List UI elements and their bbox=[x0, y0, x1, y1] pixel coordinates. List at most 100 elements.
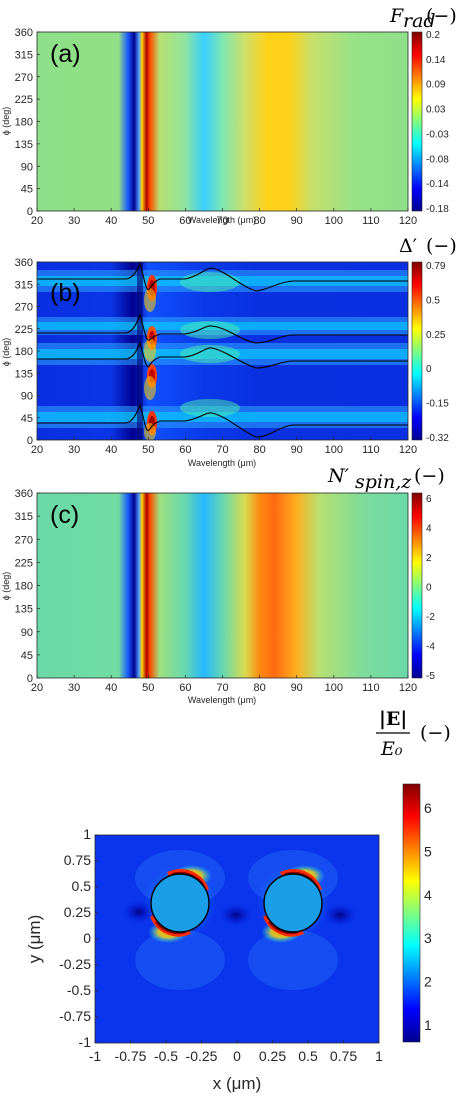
x-tick-label: 60 bbox=[179, 444, 191, 456]
y-tick-label: 360 bbox=[15, 27, 33, 39]
y-tick-label: 0 bbox=[27, 435, 33, 447]
y-tick-label: 225 bbox=[15, 94, 33, 106]
panel-b-bands bbox=[37, 262, 408, 440]
x-tick-label: 100 bbox=[325, 682, 343, 694]
x-tick-label: 70 bbox=[216, 444, 228, 456]
colorbar-tick-label: 6 bbox=[424, 800, 432, 816]
y-tick-label: 360 bbox=[15, 257, 33, 269]
x-tick-label: 70 bbox=[216, 215, 228, 227]
y-tick-label: 45 bbox=[21, 650, 33, 662]
panel-d-colorbar bbox=[402, 783, 421, 1043]
y-tick-label: -0.25 bbox=[59, 956, 91, 972]
x-tick-label: 60 bbox=[179, 682, 191, 694]
panel-c-xticks: 20 30 40 50 60 70 80 90 100 110 120 bbox=[31, 675, 417, 694]
panel-c: 20 30 40 50 60 70 80 90 100 110 120 04590135180225… bbox=[1, 465, 445, 705]
panel-a-ylabel: ϕ (deg) bbox=[1, 107, 11, 136]
colorbar-tick-label: -4 bbox=[426, 642, 435, 653]
cb-c-unit: (−) bbox=[414, 465, 445, 487]
panel-c-colorbar bbox=[411, 492, 423, 679]
colorbar-tick-label: -0.32 bbox=[426, 433, 449, 444]
colorbar-tick-label: -0.14 bbox=[426, 179, 449, 190]
colorbar-tick-label: 0.09 bbox=[426, 80, 446, 91]
panel-c-xlabel: Wavelength (μm) bbox=[188, 695, 256, 705]
panel-b-colorbar-ticks: 0.79 0.5 0.25 0 -0.15 -0.32 bbox=[426, 261, 449, 444]
x-tick-label: 90 bbox=[291, 215, 303, 227]
y-tick-label: 180 bbox=[15, 346, 33, 358]
colorbar-tick-label: 3 bbox=[424, 930, 432, 946]
x-tick-label: 120 bbox=[399, 444, 417, 456]
panel-b-xticks: 20 30 40 50 60 70 80 90 100 110 120 bbox=[31, 437, 417, 456]
cb-a-subscript: rad bbox=[403, 10, 436, 32]
x-tick-label: 90 bbox=[291, 682, 303, 694]
contour-line bbox=[37, 313, 408, 344]
y-tick-label: 0 bbox=[27, 673, 33, 685]
x-tick-label: 80 bbox=[253, 682, 265, 694]
y-tick-label: 270 bbox=[15, 534, 33, 546]
y-tick-label: 135 bbox=[15, 368, 33, 380]
panel-a: 20 30 40 50 60 70 80 90 100 110 120 0 45 90 135 180 225… bbox=[1, 5, 457, 227]
x-tick-label: 120 bbox=[399, 682, 417, 694]
x-tick-label: -0.75 bbox=[115, 1048, 147, 1064]
x-tick-label: 50 bbox=[142, 444, 154, 456]
panel-b-contours bbox=[37, 262, 408, 438]
y-tick-label: 135 bbox=[15, 139, 33, 151]
cb-d-denominator: E₀ bbox=[380, 738, 403, 760]
colorbar-tick-label: 0.2 bbox=[426, 30, 440, 41]
contour-line bbox=[37, 262, 408, 292]
cb-a-symbol: F bbox=[389, 5, 404, 27]
contour-line bbox=[37, 341, 408, 369]
panel-b-yticks: 0 45 90 135 180 225 270 315 360 bbox=[15, 257, 40, 447]
x-tick-label: -0.5 bbox=[154, 1048, 178, 1064]
panel-d-yticks: 1 0.75 0.5 0.25 0 -0.25 -0.5 -0.75 -1 bbox=[59, 826, 98, 1050]
cb-d-symbol: |E| bbox=[379, 708, 407, 730]
contour-line bbox=[37, 403, 408, 438]
panel-c-heatmap bbox=[37, 493, 408, 678]
y-tick-label: 180 bbox=[15, 581, 33, 593]
x-tick-label: 20 bbox=[31, 444, 43, 456]
x-tick-label: 90 bbox=[291, 444, 303, 456]
panel-d-xlabel: x (μm) bbox=[213, 1074, 262, 1093]
panel-d-field bbox=[123, 850, 356, 990]
y-tick-label: 135 bbox=[15, 604, 33, 616]
panel-a-colorbar bbox=[411, 31, 423, 212]
y-tick-label: 0 bbox=[27, 206, 33, 218]
y-tick-label: 1 bbox=[83, 826, 91, 842]
y-tick-label: 0.75 bbox=[64, 852, 91, 868]
panel-c-colorbar-ticks: 6 4 2 0 -2 -4 -5 bbox=[426, 494, 435, 682]
x-tick-label: 110 bbox=[362, 215, 380, 227]
panel-a-colorbar-ticks: 0.2 0.14 0.09 0.03 -0.03 -0.08 -0.14 -0.18 bbox=[426, 30, 449, 215]
y-tick-label: 90 bbox=[21, 627, 33, 639]
colorbar-tick-label: 0.14 bbox=[426, 55, 446, 66]
x-tick-label: 0.75 bbox=[330, 1048, 357, 1064]
x-tick-label: 80 bbox=[253, 215, 265, 227]
colorbar-tick-label: 5 bbox=[424, 843, 432, 859]
y-tick-label: 315 bbox=[15, 511, 33, 523]
cb-b-symbol: Δ′ bbox=[399, 235, 417, 257]
colorbar-tick-label: 0 bbox=[426, 583, 432, 594]
y-tick-label: 90 bbox=[21, 161, 33, 173]
panel-c-ylabel: ϕ (deg) bbox=[1, 572, 11, 601]
y-tick-label: 180 bbox=[15, 117, 33, 129]
y-tick-label: 45 bbox=[21, 413, 33, 425]
x-tick-label: 1 bbox=[375, 1048, 383, 1064]
colorbar-tick-label: -2 bbox=[426, 612, 435, 623]
colorbar-tick-label: 0.5 bbox=[426, 295, 440, 306]
y-tick-label: 225 bbox=[15, 557, 33, 569]
x-tick-label: 80 bbox=[253, 444, 265, 456]
colorbar-tick-label: 2 bbox=[426, 553, 432, 564]
y-tick-label: 360 bbox=[15, 488, 33, 500]
x-tick-label: 40 bbox=[105, 444, 117, 456]
colorbar-tick-label: 0.25 bbox=[426, 330, 446, 341]
colorbar-tick-label: 4 bbox=[424, 887, 432, 903]
y-tick-label: 315 bbox=[15, 49, 33, 61]
panel-b-colorbar bbox=[411, 261, 423, 441]
colorbar-tick-label: -5 bbox=[426, 671, 435, 682]
x-tick-label: 110 bbox=[362, 682, 380, 694]
colorbar-tick-label: 0 bbox=[426, 364, 432, 375]
x-tick-label: 70 bbox=[216, 682, 228, 694]
x-tick-label: 30 bbox=[68, 215, 80, 227]
x-tick-label: -0.25 bbox=[186, 1048, 218, 1064]
colorbar-tick-label: 2 bbox=[424, 974, 432, 990]
y-tick-label: 45 bbox=[21, 184, 33, 196]
